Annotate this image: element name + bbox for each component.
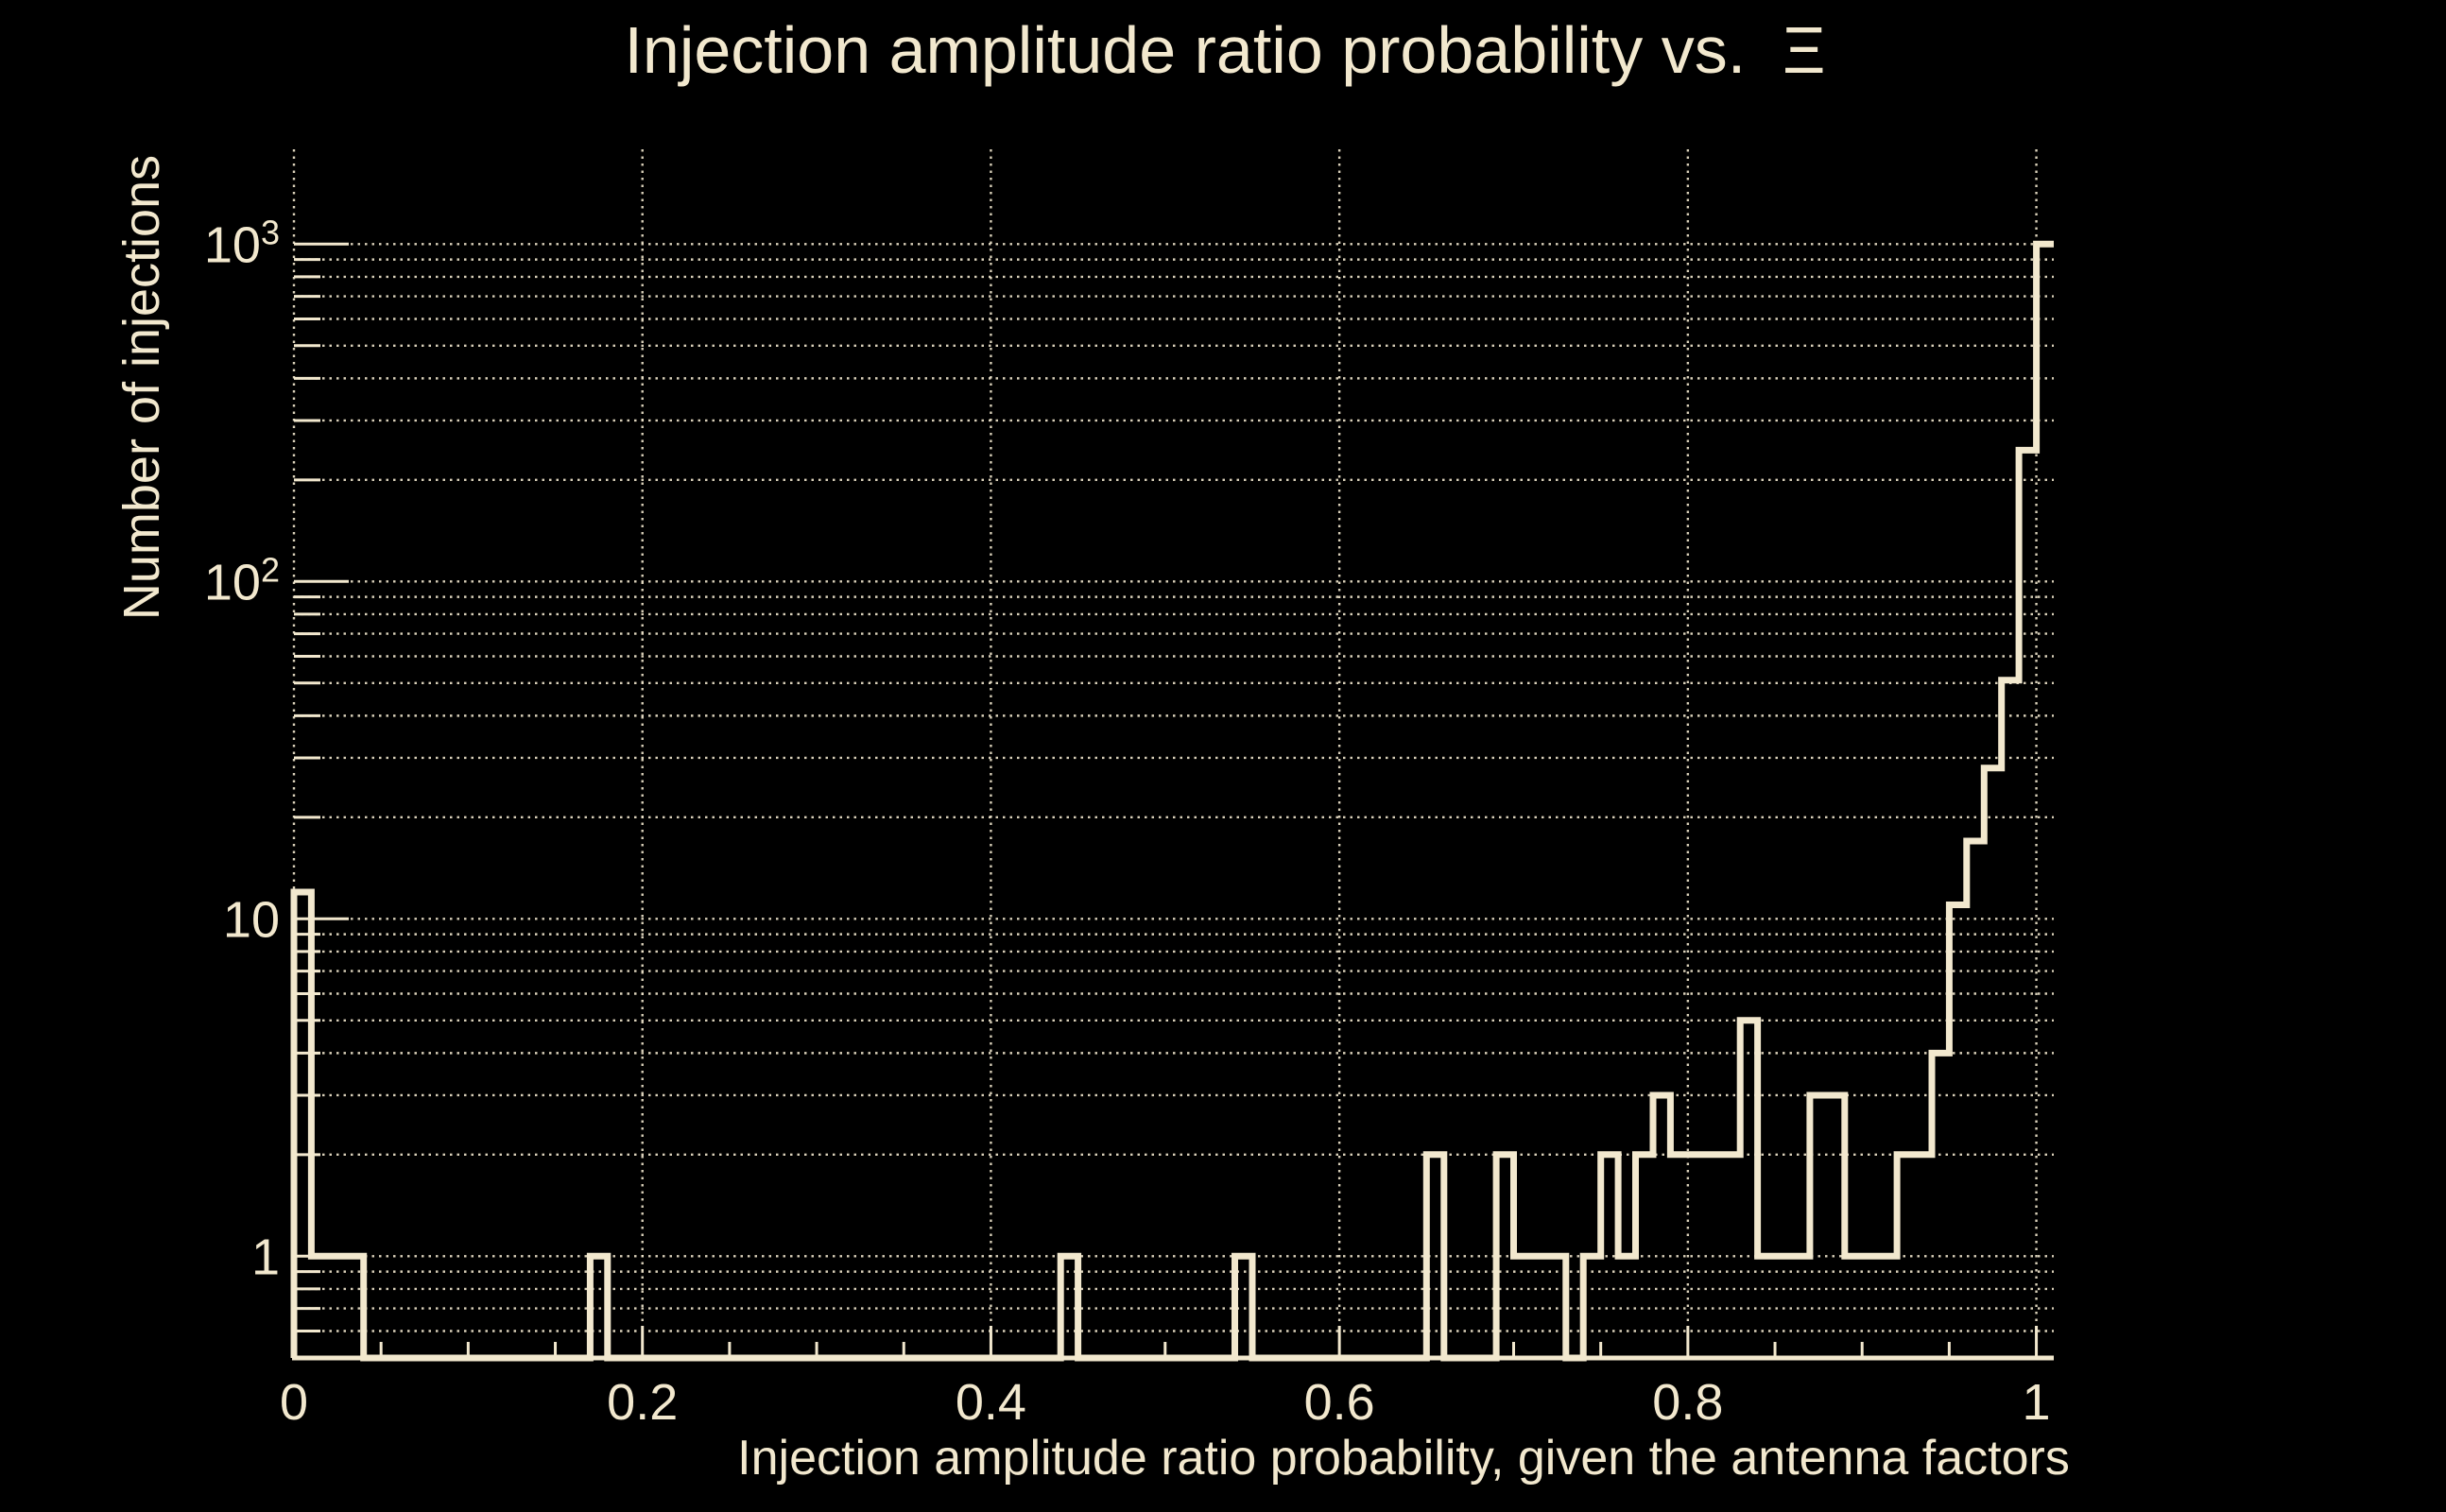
y-tick-label: 10 (223, 891, 280, 948)
x-tick-label: 0.8 (1652, 1374, 1723, 1431)
x-tick-label: 0.2 (607, 1374, 678, 1431)
y-tick-label: 103 (204, 213, 280, 273)
y-tick-label: 102 (204, 550, 280, 610)
tick-label-layer: 0 0.2 0.4 0.6 0.8 1 1 10 102 103 (204, 213, 2051, 1431)
y-tick-label: 1 (251, 1228, 280, 1285)
histogram-outline (290, 240, 2054, 1362)
x-tick-label: 0.6 (1304, 1374, 1375, 1431)
histogram-layer (290, 240, 2054, 1362)
tick-layer (292, 242, 2039, 1358)
grid-layer (292, 149, 2054, 1358)
x-axis-title: Injection amplitude ratio probability, g… (737, 1431, 2070, 1486)
x-tick-label: 0 (280, 1374, 308, 1431)
chart-title: Injection amplitude ratio probability vs… (624, 13, 1825, 87)
y-axis-title: Number of injections (113, 155, 170, 620)
x-tick-label: 0.4 (956, 1374, 1026, 1431)
x-tick-label: 1 (2023, 1374, 2051, 1431)
